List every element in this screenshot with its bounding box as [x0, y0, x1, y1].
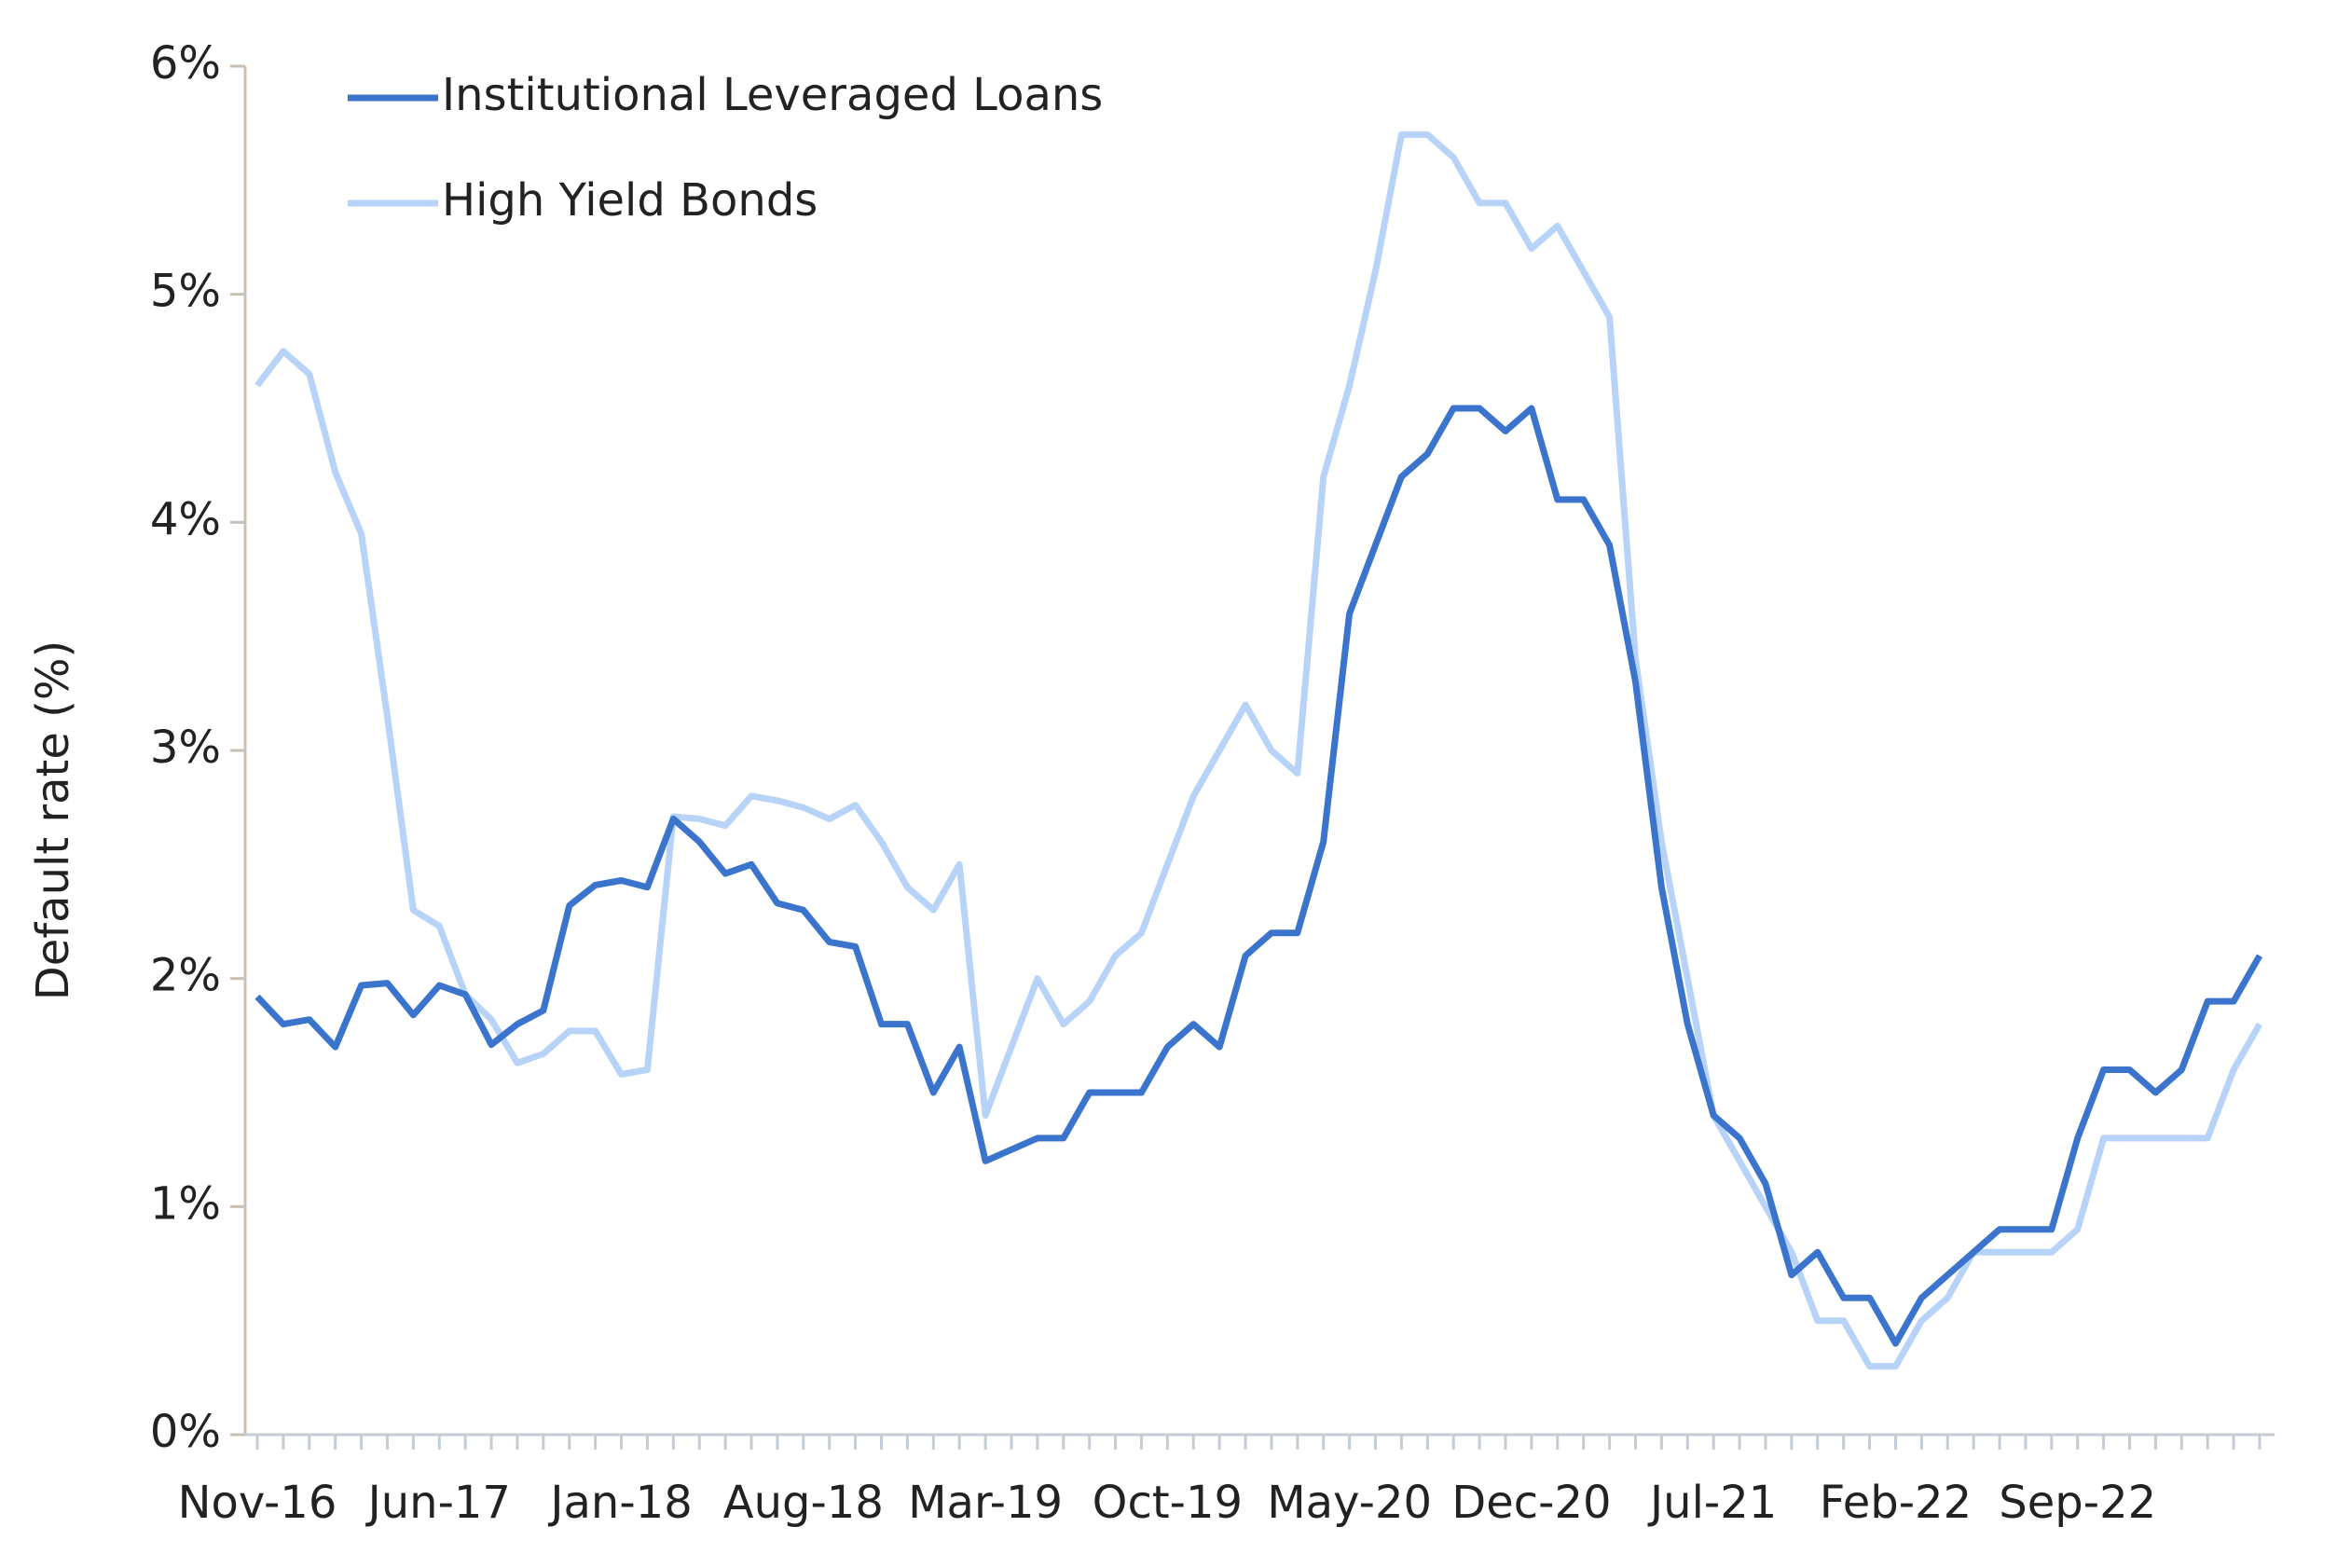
x-tick-label: May-20 [1267, 1477, 1432, 1529]
legend-label: High Yield Bonds [442, 174, 818, 227]
x-tick-label: Jan-18 [547, 1477, 692, 1529]
x-tick-label: Mar-19 [908, 1477, 1063, 1529]
y-axis-label: Default rate (%) [27, 640, 79, 1000]
y-tick-label: 5% [150, 266, 221, 318]
series-line [254, 131, 2263, 1370]
x-tick-label: Nov-16 [178, 1477, 337, 1529]
y-tick-label: 0% [150, 1406, 221, 1458]
x-tick-label: Jun-17 [365, 1477, 511, 1529]
y-tick-label: 2% [150, 950, 221, 1002]
legend-label: Institutional Leveraged Loans [442, 69, 1103, 121]
x-tick-label: Sep-22 [1999, 1477, 2156, 1529]
x-tick-label: Dec-20 [1451, 1477, 1611, 1529]
y-tick-label: 6% [150, 37, 221, 89]
y-tick-label: 3% [150, 722, 221, 774]
x-tick-label: Feb-22 [1820, 1477, 1972, 1529]
x-tick-label: Aug-18 [723, 1477, 884, 1529]
series-line [254, 405, 2263, 1347]
x-tick-label: Jul-21 [1647, 1477, 1777, 1529]
x-tick-label: Oct-19 [1093, 1477, 1243, 1529]
y-tick-label: 4% [150, 493, 221, 545]
y-tick-label: 1% [150, 1177, 221, 1230]
